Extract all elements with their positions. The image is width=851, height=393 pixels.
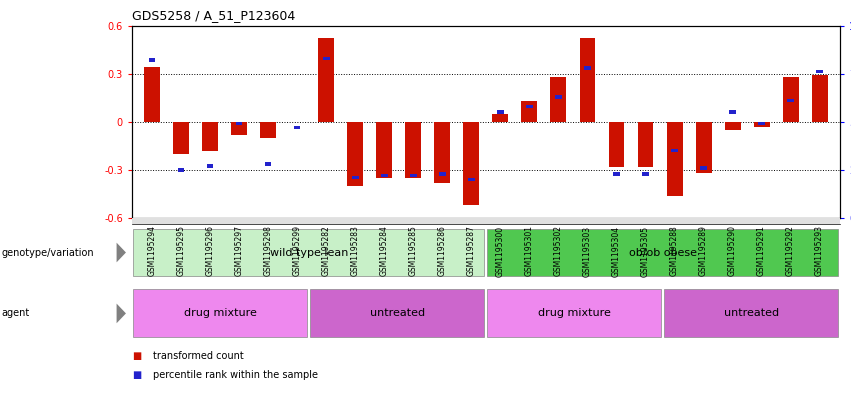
- Text: percentile rank within the sample: percentile rank within the sample: [153, 370, 318, 380]
- Bar: [643, 172, 648, 176]
- Bar: [671, 149, 677, 152]
- Bar: [294, 126, 300, 129]
- Bar: [405, 122, 421, 178]
- Bar: [724, 122, 740, 130]
- Bar: [149, 59, 156, 62]
- Bar: [666, 122, 683, 196]
- Bar: [203, 122, 218, 151]
- Bar: [207, 164, 214, 168]
- Text: untreated: untreated: [724, 309, 779, 318]
- Text: wild type lean: wild type lean: [270, 248, 348, 257]
- Bar: [347, 122, 363, 186]
- Bar: [758, 122, 765, 125]
- Bar: [580, 39, 596, 122]
- Bar: [174, 122, 189, 154]
- Bar: [493, 114, 508, 122]
- Bar: [439, 172, 446, 176]
- Bar: [134, 229, 484, 276]
- Bar: [468, 178, 475, 181]
- Bar: [231, 122, 248, 135]
- Bar: [812, 75, 828, 122]
- Bar: [526, 105, 533, 108]
- Bar: [144, 67, 160, 122]
- Bar: [787, 99, 794, 103]
- Bar: [608, 122, 625, 167]
- Bar: [236, 122, 243, 125]
- Bar: [410, 174, 417, 178]
- Bar: [522, 101, 538, 122]
- Bar: [266, 162, 271, 166]
- Bar: [585, 66, 591, 70]
- Text: ■: ■: [132, 351, 141, 361]
- Bar: [134, 290, 307, 337]
- Bar: [318, 39, 334, 122]
- Bar: [381, 174, 387, 178]
- Text: transformed count: transformed count: [153, 351, 244, 361]
- Bar: [614, 172, 620, 176]
- Bar: [665, 290, 838, 337]
- Text: ■: ■: [132, 370, 141, 380]
- Text: agent: agent: [2, 309, 30, 318]
- Text: untreated: untreated: [370, 309, 425, 318]
- Bar: [695, 122, 711, 173]
- Bar: [700, 166, 706, 170]
- Text: GDS5258 / A_51_P123604: GDS5258 / A_51_P123604: [132, 9, 295, 22]
- Bar: [434, 122, 450, 183]
- Bar: [637, 122, 654, 167]
- Bar: [260, 122, 277, 138]
- Bar: [311, 290, 484, 337]
- Bar: [729, 110, 736, 114]
- Bar: [555, 95, 562, 99]
- Bar: [754, 122, 769, 127]
- Text: drug mixture: drug mixture: [538, 309, 611, 318]
- Bar: [497, 110, 504, 114]
- Bar: [783, 77, 798, 122]
- Bar: [816, 70, 823, 73]
- Bar: [488, 229, 838, 276]
- Text: drug mixture: drug mixture: [184, 309, 257, 318]
- Bar: [178, 168, 185, 172]
- Bar: [551, 77, 567, 122]
- Text: ob/ob obese: ob/ob obese: [629, 248, 697, 257]
- Bar: [323, 57, 329, 60]
- Bar: [352, 176, 358, 180]
- Bar: [376, 122, 392, 178]
- Bar: [464, 122, 479, 205]
- Text: genotype/variation: genotype/variation: [2, 248, 94, 257]
- Bar: [488, 290, 661, 337]
